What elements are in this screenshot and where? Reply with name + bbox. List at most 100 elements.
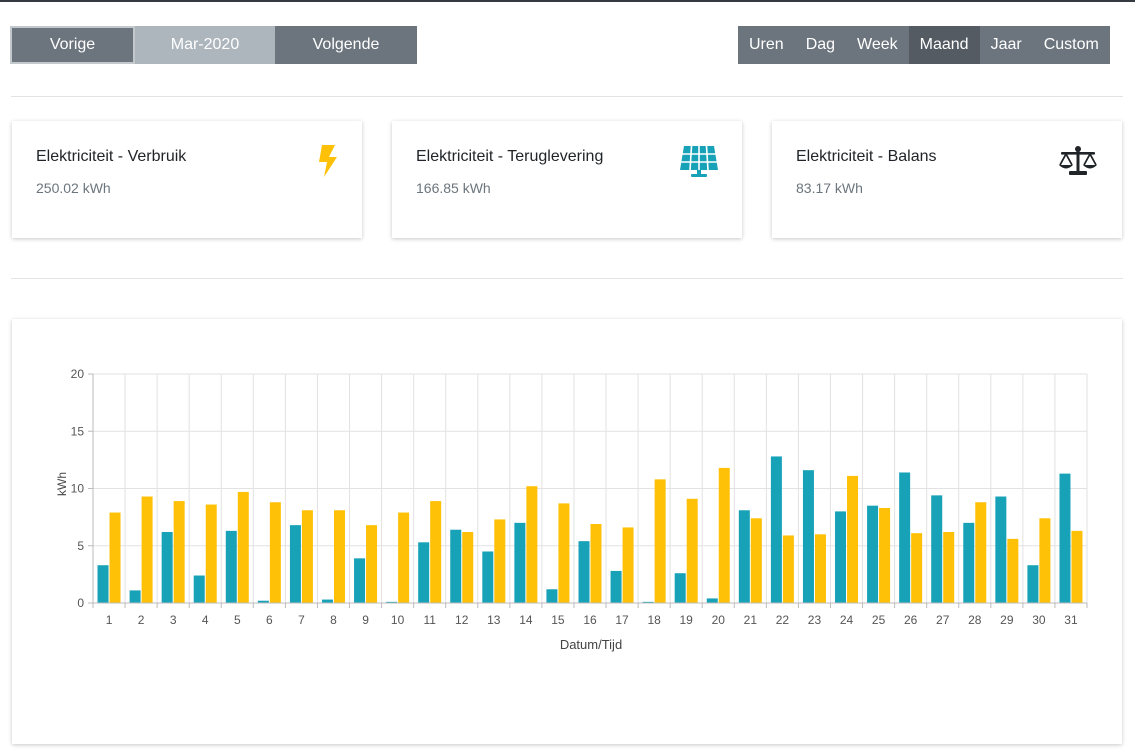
- bar: [450, 529, 462, 603]
- bar: [814, 534, 826, 603]
- bar: [642, 601, 654, 603]
- bar: [1071, 530, 1083, 603]
- bar: [847, 475, 859, 603]
- y-tick-label: 5: [77, 539, 84, 553]
- x-tick-label: 30: [1032, 613, 1046, 627]
- card-value: 83.17 kWh: [796, 180, 863, 196]
- card-verbruik: Elektriciteit - Verbruik 250.02 kWh: [12, 121, 362, 238]
- y-tick-label: 15: [71, 424, 85, 438]
- bar: [943, 532, 955, 603]
- bar: [482, 551, 494, 603]
- range-button-jaar[interactable]: Jaar: [979, 26, 1033, 64]
- x-tick-label: 29: [1000, 613, 1014, 627]
- bar: [97, 565, 109, 603]
- bar: [1059, 473, 1071, 603]
- previous-button[interactable]: Vorige: [10, 26, 135, 64]
- bar: [289, 525, 301, 603]
- card-teruglevering: Elektriciteit - Teruglevering 166.85 kWh: [392, 121, 742, 238]
- bar: [225, 530, 237, 603]
- bar: [782, 535, 794, 603]
- x-tick-label: 20: [712, 613, 726, 627]
- bar: [558, 503, 570, 603]
- card-balans: Elektriciteit - Balans 83.17 kWh: [772, 121, 1122, 238]
- current-period-button[interactable]: Mar-2020: [135, 26, 275, 64]
- bar: [911, 533, 923, 603]
- x-tick-label: 19: [680, 613, 694, 627]
- bar: [750, 518, 762, 603]
- bar: [333, 510, 345, 603]
- bar: [1027, 565, 1039, 603]
- x-tick-label: 15: [551, 613, 565, 627]
- bar: [879, 507, 891, 603]
- x-tick-label: 3: [170, 613, 177, 627]
- y-tick-label: 10: [71, 482, 85, 496]
- x-tick-label: 10: [391, 613, 405, 627]
- bar: [386, 601, 398, 603]
- period-navigation: Vorige Mar-2020 Volgende: [10, 26, 417, 64]
- x-tick-label: 18: [647, 613, 661, 627]
- range-button-custom[interactable]: Custom: [1032, 26, 1110, 64]
- bar: [1039, 518, 1051, 603]
- x-tick-label: 5: [234, 613, 241, 627]
- bar: [366, 525, 378, 603]
- bar: [237, 491, 249, 603]
- x-tick-label: 9: [362, 613, 369, 627]
- range-selector: Uren Dag Week Maand Jaar Custom: [738, 26, 1110, 64]
- x-tick-label: 2: [138, 613, 145, 627]
- x-tick-label: 25: [872, 613, 886, 627]
- bar: [494, 519, 506, 603]
- bar: [205, 504, 217, 603]
- x-tick-label: 23: [808, 613, 822, 627]
- bar: [578, 541, 590, 603]
- card-title: Elektriciteit - Teruglevering: [416, 148, 604, 165]
- x-tick-label: 28: [968, 613, 982, 627]
- bar: [802, 470, 814, 603]
- bar: [354, 558, 366, 603]
- bar: [141, 496, 153, 603]
- bar: [975, 502, 987, 603]
- balance-scale-icon: [1059, 146, 1097, 175]
- bar: [1007, 538, 1019, 603]
- bar: [622, 527, 634, 603]
- bar: [257, 600, 269, 603]
- bar: [398, 512, 410, 603]
- range-button-uren[interactable]: Uren: [738, 26, 795, 64]
- x-tick-label: 26: [904, 613, 918, 627]
- x-tick-label: 12: [455, 613, 469, 627]
- x-tick-label: 13: [487, 613, 501, 627]
- x-tick-label: 17: [615, 613, 629, 627]
- bar: [129, 590, 141, 603]
- bar: [546, 589, 558, 603]
- divider: [11, 278, 1123, 279]
- range-button-week[interactable]: Week: [846, 26, 909, 64]
- x-tick-label: 31: [1064, 613, 1078, 627]
- bar: [590, 523, 602, 603]
- x-tick-label: 14: [519, 613, 533, 627]
- x-tick-label: 21: [744, 613, 758, 627]
- bar: [173, 501, 185, 603]
- bar: [738, 510, 750, 603]
- x-tick-label: 1: [106, 613, 113, 627]
- chart-bars: [97, 456, 1083, 603]
- solar-panel-icon: [680, 145, 718, 177]
- bar: [526, 486, 538, 603]
- bar: [899, 472, 911, 603]
- range-button-maand[interactable]: Maand: [908, 26, 980, 64]
- bar: [835, 511, 847, 603]
- x-tick-label: 22: [776, 613, 790, 627]
- bar: [963, 522, 975, 603]
- top-border: [0, 0, 1135, 2]
- card-title: Elektriciteit - Verbruik: [36, 148, 187, 165]
- bar: [161, 532, 173, 603]
- next-button[interactable]: Volgende: [275, 26, 417, 64]
- bar: [301, 510, 313, 603]
- x-tick-label: 24: [840, 613, 854, 627]
- y-tick-label: 0: [77, 596, 84, 610]
- range-button-dag[interactable]: Dag: [794, 26, 847, 64]
- bar: [418, 542, 430, 603]
- bar: [686, 498, 698, 603]
- y-axis-label: kWh: [55, 472, 69, 496]
- x-tick-label: 11: [423, 613, 436, 627]
